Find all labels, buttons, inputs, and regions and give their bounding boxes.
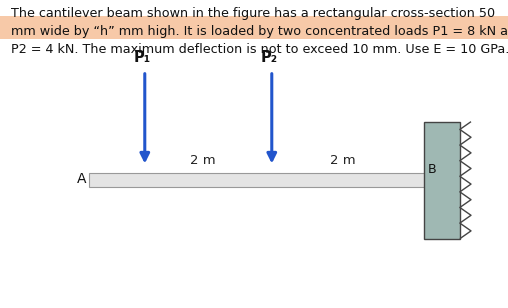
Text: A: A: [77, 172, 86, 186]
Text: P₁: P₁: [134, 50, 151, 65]
Text: The cantilever beam shown in the figure has a rectangular cross-section 50: The cantilever beam shown in the figure …: [11, 7, 495, 20]
Text: 2 m: 2 m: [190, 154, 216, 167]
Text: P2 = 4 kN. The maximum deflection is not to exceed 10 mm. Use E = 10 GPa.: P2 = 4 kN. The maximum deflection is not…: [11, 43, 508, 55]
Text: P₂: P₂: [261, 50, 278, 65]
Text: B: B: [428, 163, 437, 176]
Bar: [0, 16, 508, 38]
Text: 2 m: 2 m: [330, 154, 356, 167]
Text: mm wide by “h” mm high. It is loaded by two concentrated loads P1 = 8 kN and: mm wide by “h” mm high. It is loaded by …: [11, 25, 508, 38]
Bar: [89, 173, 427, 187]
Bar: [424, 122, 460, 239]
